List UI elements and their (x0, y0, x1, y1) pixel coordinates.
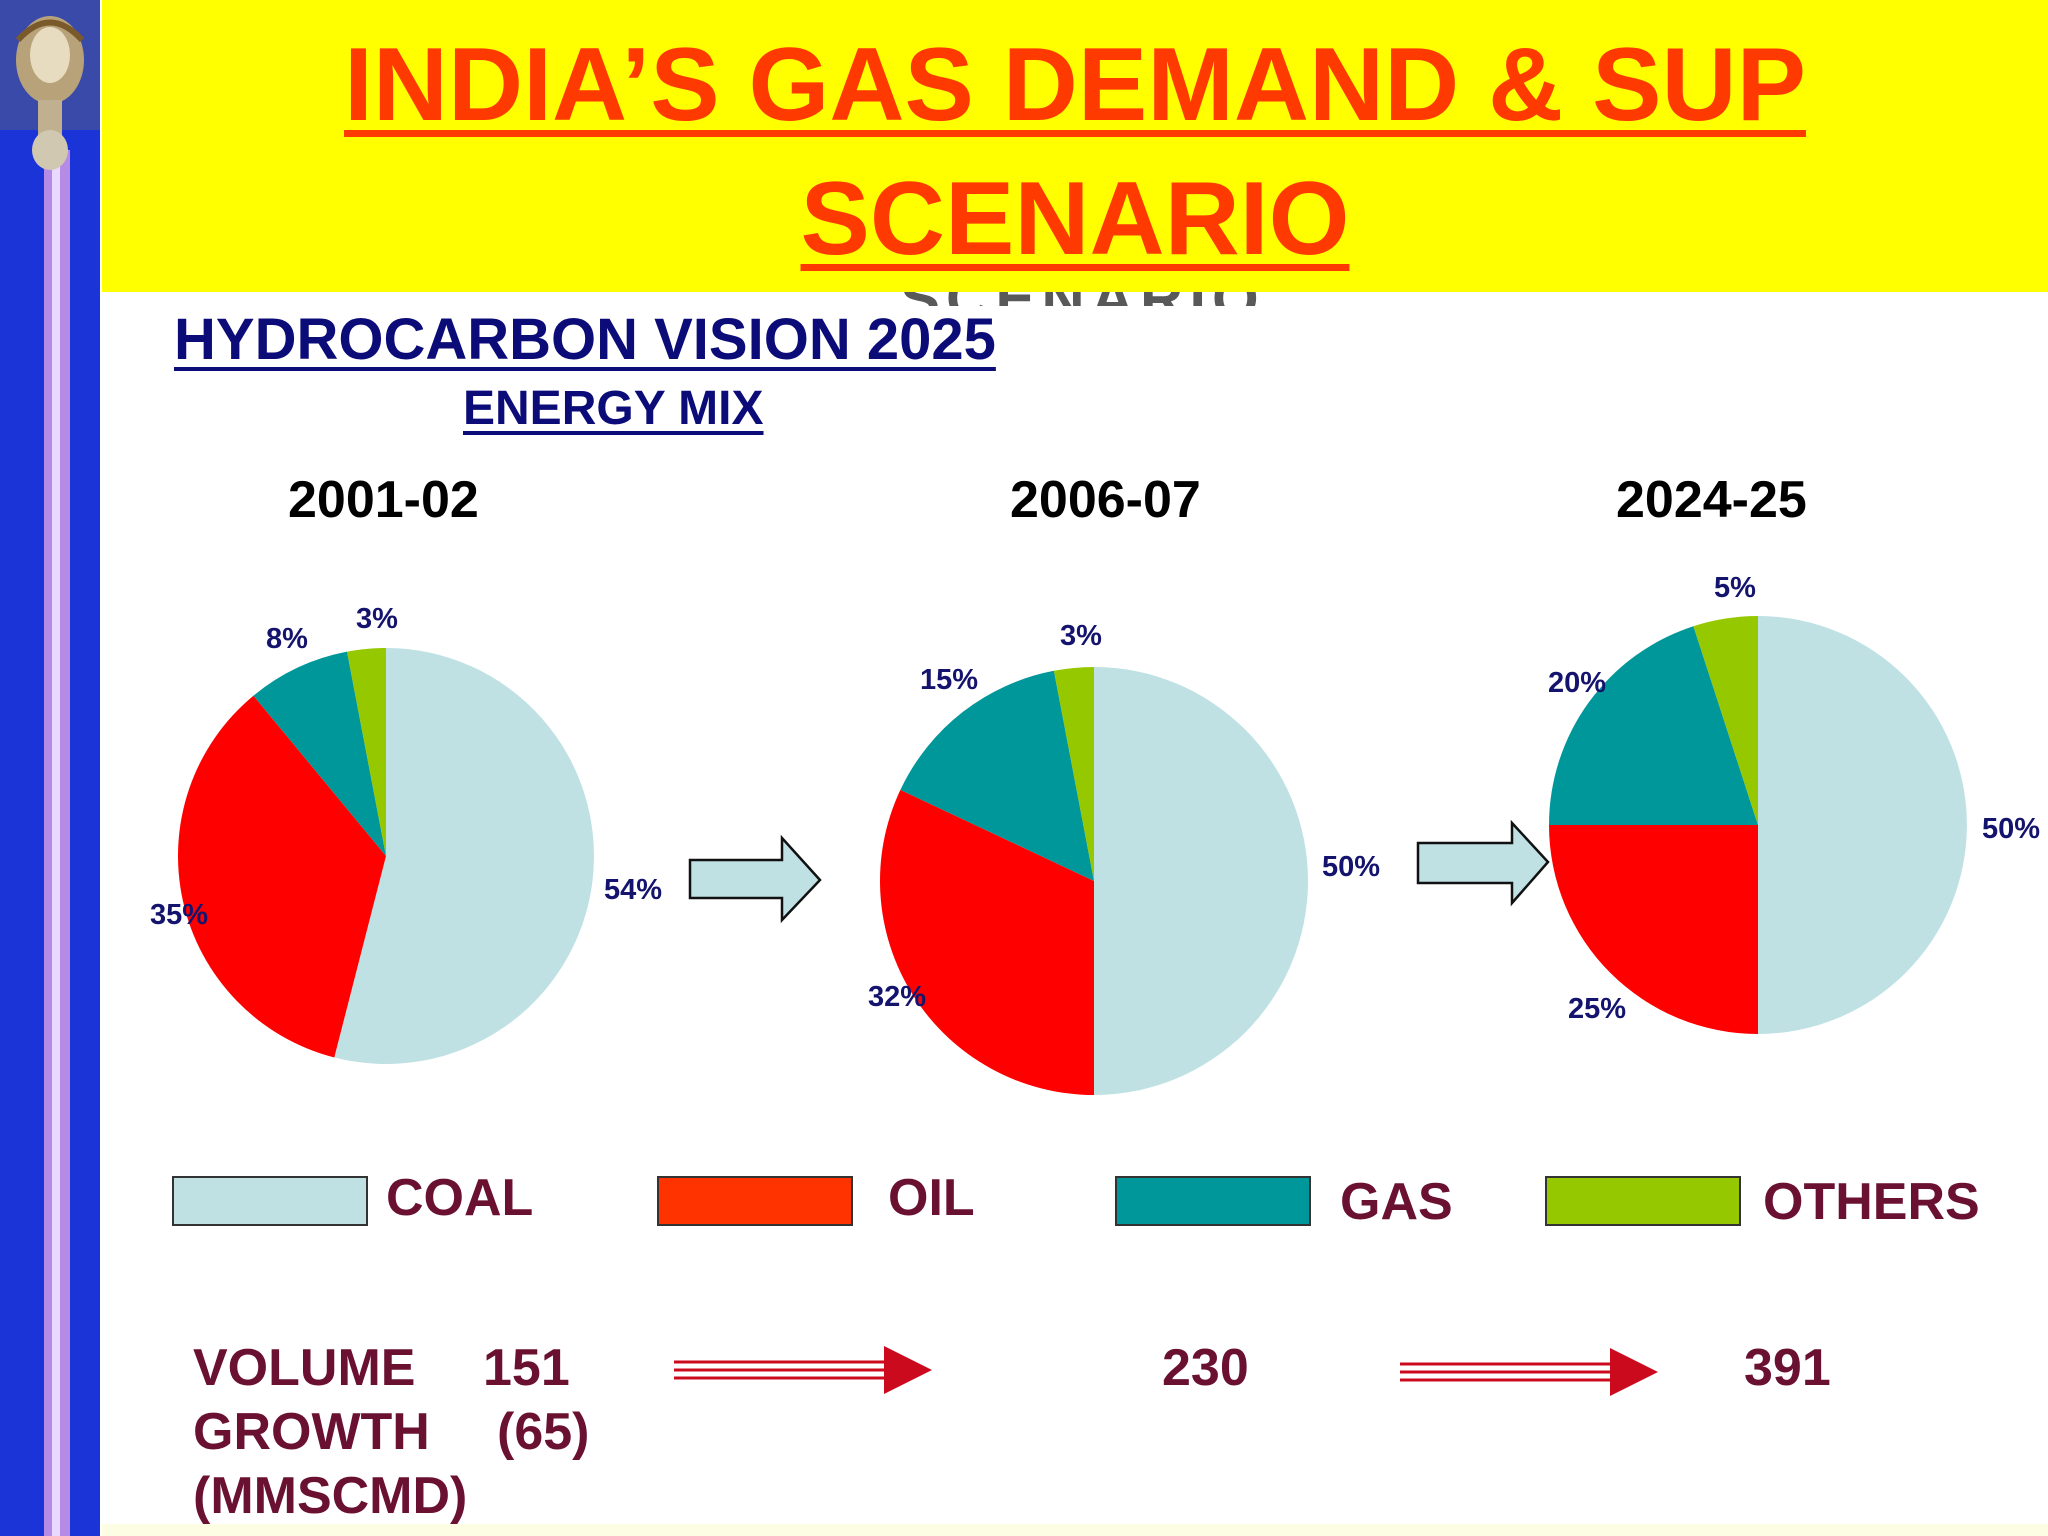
title-banner (102, 0, 2048, 292)
pie-label-oil-2001-02: 35% (150, 899, 208, 931)
pie-slice-gas-2024-25 (1549, 626, 1758, 825)
legend-label-others: OTHERS (1763, 1173, 1980, 1231)
pie-label-gas-2006-07: 15% (920, 664, 978, 696)
growth-value: (65) (497, 1403, 590, 1461)
pie-slice-gas-2006-07 (900, 670, 1094, 881)
legend-swatch-others (1545, 1176, 1741, 1226)
sidebar-stripe-highlight (52, 150, 60, 1536)
volume-arrow-1 (674, 1346, 932, 1394)
pie-slice-others-2006-07 (1053, 666, 1094, 881)
pie-slice-oil-2024-25 (1549, 825, 1758, 1034)
pie-slice-oil-2001-02 (177, 695, 386, 1058)
pie-slice-others-2024-25 (1693, 616, 1758, 825)
year-label-2001: 2001-02 (288, 471, 479, 529)
pie-label-others-2006-07: 3% (1060, 620, 1102, 652)
year-label-2024: 2024-25 (1616, 471, 1807, 529)
legend-label-gas: GAS (1340, 1173, 1453, 1231)
legend-swatch-gas (1115, 1176, 1311, 1226)
growth-label: GROWTH (193, 1403, 430, 1461)
transition-arrow-2 (1416, 819, 1550, 907)
pie-label-gas-2024-25: 20% (1548, 667, 1606, 699)
pie-slice-coal-2001-02 (334, 648, 594, 1064)
title-line-1: INDIA’S GAS DEMAND & SUP (344, 27, 1806, 143)
emblem-logo (0, 0, 100, 170)
volume-arrow-2 (1400, 1348, 1658, 1396)
volume-label: VOLUME (193, 1339, 416, 1397)
pie-label-coal-2024-25: 50% (1982, 813, 2040, 845)
volume-value-2024: 391 (1744, 1339, 1831, 1397)
legend-swatch-coal (172, 1176, 368, 1226)
pie-slice-others-2001-02 (347, 648, 386, 856)
legend-label-coal: COAL (386, 1169, 534, 1227)
pie-slice-oil-2006-07 (880, 789, 1094, 1095)
pie-slice-coal-2006-07 (1094, 667, 1308, 1095)
bottom-strip (102, 1524, 2048, 1536)
pie-label-gas-2001-02: 8% (266, 623, 308, 655)
title-line-2: SCENARIO (800, 161, 1350, 277)
pie-label-others-2024-25: 5% (1714, 572, 1756, 604)
page-title: INDIA’S GAS DEMAND & SUP SCENARIO (102, 18, 2048, 286)
volume-value-2006: 230 (1162, 1339, 1249, 1397)
pie-slice-gas-2001-02 (253, 651, 386, 856)
transition-arrow-1 (688, 834, 822, 924)
pie-label-coal-2006-07: 50% (1322, 851, 1380, 883)
volume-unit-label: (MMSCMD) (193, 1467, 468, 1525)
subtitle-hydrocarbon-vision: HYDROCARBON VISION 2025 (174, 307, 996, 372)
pie-label-oil-2006-07: 32% (868, 981, 926, 1013)
pie-label-others-2001-02: 3% (356, 603, 398, 635)
pie-slice-coal-2024-25 (1758, 616, 1967, 1034)
volume-value-2001: 151 (483, 1339, 570, 1397)
year-label-2006: 2006-07 (1010, 471, 1201, 529)
overflow-title-text: SCENARIO (900, 292, 1330, 306)
legend-label-oil: OIL (888, 1169, 975, 1227)
subtitle-energy-mix: ENERGY MIX (463, 382, 764, 435)
pie-label-coal-2001-02: 54% (604, 874, 662, 906)
pie-label-oil-2024-25: 25% (1568, 993, 1626, 1025)
legend-swatch-oil (657, 1176, 853, 1226)
